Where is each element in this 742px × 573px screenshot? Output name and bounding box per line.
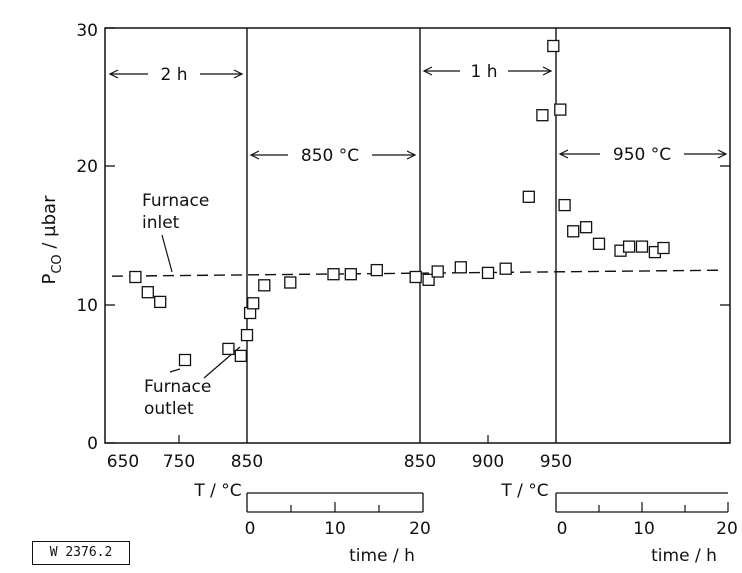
outlet-leader-left [169,368,181,373]
curve-annotations: Furnace inlet Furnace outlet [142,191,241,419]
data-point [422,273,435,286]
data-point [370,263,383,277]
time-tick-label: 0 [557,519,568,539]
data-point [567,225,580,238]
inlet-leader [161,234,173,273]
temperature-axis: 650 750 850 850 900 950 T / °C T / °C [107,435,572,501]
y-tick-label: 0 [87,434,98,454]
data-point [141,286,154,299]
y-axis: 0 10 20 30 [76,21,730,454]
data-point [622,240,636,253]
data-point [409,270,422,284]
temp-tick-label: 900 [472,452,504,472]
temp-tick-label: 650 [107,452,139,472]
data-markers [129,39,670,367]
time-axis-850: 0 10 20 time / h [245,492,431,566]
data-point [247,297,260,310]
y-tick-label: 20 [76,157,98,177]
temp-tick-label: 850 [231,452,263,472]
data-point [129,270,142,284]
data-point [536,109,549,122]
period-950-label: 950 °C [613,145,671,165]
y-tick-label: 10 [76,296,98,316]
outlet-leader-right [203,346,241,379]
period-annotations: 2 h 850 °C 1 h 950 °C [108,62,728,166]
data-point [522,190,535,203]
svg-text:PCO / µbar: PCO / µbar [39,195,65,285]
inlet-label-line2: inlet [142,213,180,233]
data-point [222,342,235,356]
temp-tick-label: 750 [163,452,195,472]
time-axis-label: time / h [349,546,415,566]
data-point [327,268,340,281]
y-axis-label-main: P [39,274,60,285]
time-tick-label: 0 [245,519,256,539]
temp-axis-label-left: T / °C [193,481,241,501]
time-axis-label: time / h [651,546,717,566]
data-point [558,198,571,212]
data-point [499,262,512,275]
figure-id-label: W 2376.2 [32,541,130,565]
data-point [284,276,297,289]
time-axis-950: 0 10 20 time / h [555,492,738,566]
outlet-label-line2: outlet [144,399,194,419]
time-tick-label: 10 [633,519,655,539]
data-point [154,295,167,309]
data-point [547,39,560,53]
data-point [635,240,649,253]
temp-axis-label-right: T / °C [500,481,548,501]
temp-tick-label: 950 [540,452,572,472]
time-tick-label: 10 [324,519,346,539]
data-point [344,268,357,281]
period-2h-label: 2 h [161,65,188,85]
period-1h-label: 1 h [471,62,498,82]
y-axis-label-sub: CO [50,254,65,273]
data-point [592,237,606,250]
time-tick-label: 20 [409,519,431,539]
inlet-label-line1: Furnace [142,191,209,211]
data-point [554,103,567,116]
y-axis-label-unit: / µbar [39,195,60,254]
outlet-label-line1: Furnace [144,377,211,397]
y-axis-label: PCO / µbar [39,195,65,285]
plot-frame [104,27,731,444]
data-point [657,241,670,255]
y-tick-label: 30 [76,21,98,41]
data-point [258,279,271,292]
period-850-label: 850 °C [301,146,359,166]
temp-tick-label: 850 [404,452,436,472]
data-point [240,328,254,342]
data-point [178,353,192,367]
data-point [454,261,467,274]
data-point [431,265,444,278]
time-tick-label: 20 [716,519,738,539]
data-point [579,221,593,234]
data-point [481,266,495,280]
data-point [234,349,247,363]
